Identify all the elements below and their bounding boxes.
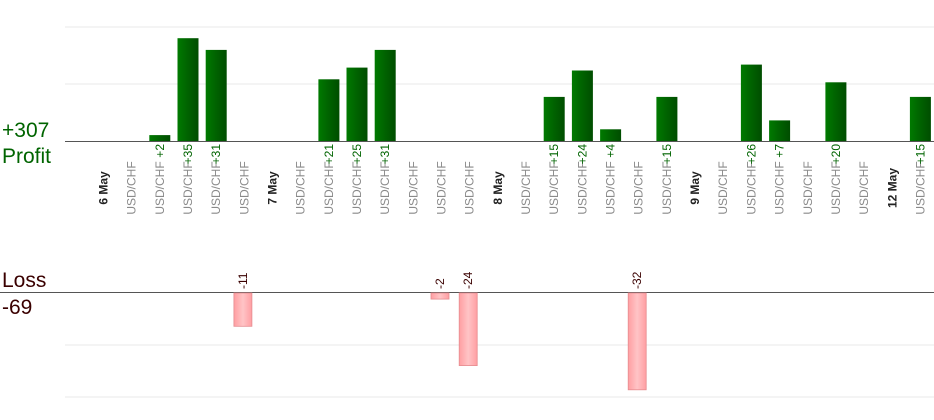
category-label: USD/CHF bbox=[153, 161, 167, 214]
category-label: USD/CHF bbox=[519, 161, 533, 214]
profit-bar bbox=[543, 96, 565, 141]
profit-value-label: +25 bbox=[350, 144, 364, 165]
profit-value-label: +35 bbox=[181, 144, 195, 165]
category-label: USD/CHF bbox=[209, 161, 223, 214]
category-label: USD/CHF bbox=[829, 161, 843, 214]
profit-value-label: +7 bbox=[773, 144, 787, 158]
profit-bar bbox=[318, 79, 340, 141]
loss-total: -69 bbox=[2, 296, 32, 319]
profit-bar bbox=[600, 129, 622, 142]
loss-value-label: -2 bbox=[433, 278, 447, 289]
profit-bar bbox=[374, 49, 396, 141]
category-label: USD/CHF bbox=[406, 161, 420, 214]
category-label: USD/CHF bbox=[744, 161, 758, 214]
date-label: 8 May bbox=[491, 171, 505, 205]
category-label: USD/CHF bbox=[125, 161, 139, 214]
profit-value-label: +15 bbox=[547, 144, 561, 165]
profit-bar bbox=[346, 67, 368, 141]
profit-bar bbox=[656, 96, 678, 141]
category-label: USD/CHF bbox=[463, 161, 477, 214]
date-label: 6 May bbox=[97, 171, 111, 205]
category-label: USD/CHF bbox=[716, 161, 730, 214]
profit-value-label: +2 bbox=[153, 144, 167, 158]
category-label: USD/CHF bbox=[181, 161, 195, 214]
category-label: USD/CHF bbox=[435, 161, 449, 214]
category-label: USD/CHF bbox=[801, 161, 815, 214]
category-label: USD/CHF bbox=[773, 161, 787, 214]
profit-value-label: +20 bbox=[829, 144, 843, 165]
category-label: USD/CHF bbox=[857, 161, 871, 214]
loss-value-label: -11 bbox=[236, 272, 250, 289]
loss-bar bbox=[233, 292, 253, 327]
category-label: USD/CHF bbox=[350, 161, 364, 214]
profit-value-label: +31 bbox=[209, 144, 223, 165]
profit-label: Profit bbox=[2, 145, 51, 168]
profit-value-label: +4 bbox=[604, 144, 618, 158]
loss-value-label: -32 bbox=[630, 271, 644, 289]
category-label: USD/CHF bbox=[294, 161, 308, 214]
category-label: USD/CHF bbox=[604, 161, 618, 214]
category-label: USD/CHF bbox=[632, 161, 646, 214]
loss-label: Loss bbox=[2, 269, 46, 292]
category-label: USD/CHF bbox=[237, 161, 251, 214]
bar-layer bbox=[149, 38, 931, 391]
profit-bar bbox=[825, 82, 847, 142]
profit-bar bbox=[909, 96, 931, 141]
profit-total: +307 bbox=[2, 119, 49, 142]
profit-bar bbox=[769, 120, 791, 141]
profit-bar bbox=[571, 70, 593, 141]
profit-value-label: +21 bbox=[322, 144, 336, 165]
category-label: USD/CHF bbox=[322, 161, 336, 214]
date-label: 9 May bbox=[688, 171, 702, 205]
category-label: USD/CHF bbox=[378, 161, 392, 214]
label-layer: 6 May USD/CHF USD/CHF+2USD/CHF+35USD/CHF+3… bbox=[97, 144, 928, 289]
profit-value-label: +15 bbox=[913, 144, 927, 165]
loss-bar bbox=[430, 292, 450, 300]
date-label: 12 May bbox=[885, 168, 899, 208]
loss-bar bbox=[627, 292, 647, 391]
profit-bar bbox=[149, 135, 171, 141]
category-label: USD/CHF bbox=[575, 161, 589, 214]
profit-value-label: +26 bbox=[744, 144, 758, 165]
profit-value-label: +15 bbox=[660, 144, 674, 165]
loss-bar bbox=[458, 292, 478, 366]
category-label: USD/CHF bbox=[660, 161, 674, 214]
date-label: 7 May bbox=[266, 171, 280, 205]
profit-value-label: +24 bbox=[575, 144, 589, 165]
profit-bar bbox=[205, 49, 227, 141]
profit-value-label: +31 bbox=[378, 144, 392, 165]
category-label: USD/CHF bbox=[547, 161, 561, 214]
profit-bar bbox=[740, 64, 762, 141]
category-label: USD/CHF bbox=[913, 161, 927, 214]
loss-value-label: -24 bbox=[461, 271, 475, 289]
profit-bar bbox=[177, 38, 199, 142]
